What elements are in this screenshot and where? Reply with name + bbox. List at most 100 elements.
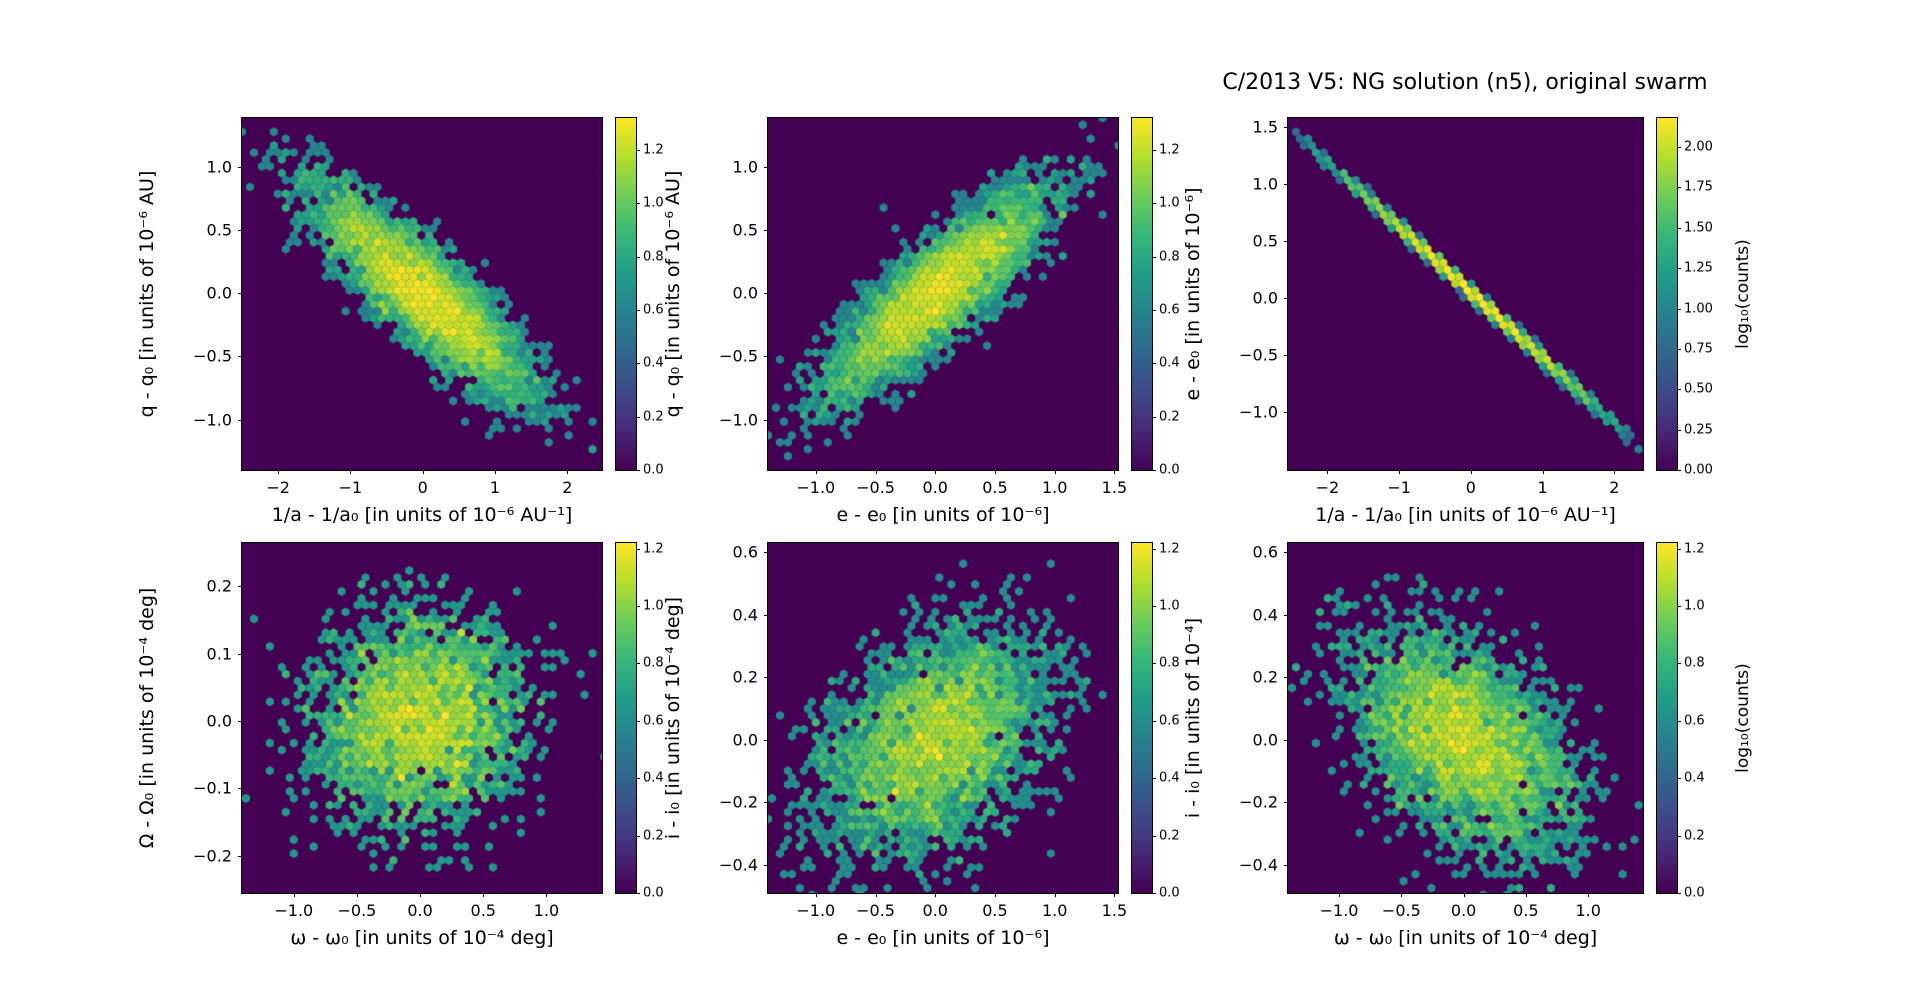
y-axis-label-i-vs-e: i - i₀ [in units of 10⁻⁴ deg] — [662, 596, 684, 840]
x-tick-label: 1.0 — [1575, 901, 1601, 920]
colorbar-tick-label: 0.2 — [1684, 828, 1705, 844]
x-tick — [422, 470, 424, 474]
colorbar-tick — [1152, 256, 1156, 258]
x-tick-label: −2 — [266, 478, 290, 497]
y-tick-label: 0.0 — [1252, 288, 1278, 308]
x-tick-label: 0.5 — [1513, 901, 1539, 920]
colorbar-tick-label: 1.25 — [1684, 260, 1713, 276]
x-tick-label: 0.0 — [922, 478, 948, 497]
hexbin-canvas-i-vs-e — [768, 543, 1118, 893]
colorbar-tick-label: 0.0 — [1159, 462, 1180, 478]
x-tick-label: 0.5 — [982, 478, 1008, 497]
colorbar-tick — [1152, 548, 1156, 550]
y-tick — [238, 419, 242, 421]
x-tick — [495, 470, 496, 474]
x-tick — [278, 470, 280, 474]
y-tick-label: −0.5 — [1239, 345, 1278, 365]
colorbar-tick-label: 0.50 — [1684, 381, 1713, 397]
colorbar-gradient-i-vs-e — [1132, 543, 1152, 893]
colorbar-tick — [636, 256, 640, 258]
x-tick — [1327, 470, 1329, 474]
colorbar-tick — [1677, 147, 1681, 149]
x-tick-label: −0.5 — [856, 478, 895, 497]
colorbar-tick — [636, 203, 640, 205]
colorbar-tick — [636, 470, 640, 471]
x-tick — [994, 470, 996, 474]
x-tick — [1054, 893, 1056, 897]
colorbar-tick-label: 0.0 — [1159, 885, 1180, 901]
y-tick-label: −1.0 — [1239, 402, 1278, 422]
x-tick-label: −2 — [1315, 478, 1340, 497]
x-tick — [935, 893, 937, 897]
y-tick — [764, 356, 768, 358]
y-tick — [238, 356, 242, 358]
y-tick — [764, 739, 768, 741]
colorbar-tick-label: 0.6 — [1684, 713, 1705, 729]
colorbar-tick — [1677, 893, 1681, 894]
colorbar-tick-label: 1.00 — [1684, 301, 1713, 317]
x-tick-label: 0.0 — [922, 901, 948, 920]
y-tick — [238, 653, 242, 655]
figure-title: C/2013 V5: NG solution (n5), original sw… — [1222, 70, 1708, 95]
colorbar-tick — [1152, 416, 1156, 418]
colorbar-tick — [636, 363, 640, 365]
x-tick — [567, 470, 569, 474]
x-tick-label: 1.5 — [1101, 901, 1128, 920]
colorbar-tick-label: 0.6 — [1159, 302, 1180, 318]
x-axis-label-e-vs-inva: 1/a - 1/a₀ [in units of 10⁻⁶ AU⁻¹] — [1315, 504, 1616, 526]
colorbar-tick-label: 0.4 — [1159, 770, 1180, 786]
colorbar-tick-label: 0.8 — [1159, 249, 1180, 265]
x-axis-label-i-vs-e: e - e₀ [in units of 10⁻⁶] — [836, 927, 1050, 949]
y-axis-label-i-vs-omega: i - i₀ [in units of 10⁻⁴] — [1182, 617, 1204, 819]
colorbar-tick — [1152, 778, 1156, 780]
y-tick — [1284, 184, 1288, 186]
colorbar-tick — [636, 416, 640, 418]
subplot-q-vs-inva — [241, 117, 603, 471]
y-tick — [1284, 552, 1288, 554]
x-tick-label: 1.5 — [1101, 478, 1128, 497]
y-tick — [764, 802, 768, 804]
y-tick — [764, 293, 768, 295]
x-tick-label: 2 — [562, 478, 573, 497]
y-tick — [238, 721, 242, 723]
hexbin-canvas-q-vs-inva — [242, 118, 602, 470]
x-tick — [875, 893, 877, 897]
y-tick-label: −0.4 — [1239, 855, 1278, 875]
hexbin-canvas-e-vs-inva — [1288, 118, 1643, 470]
colorbar-tick-label: 1.2 — [643, 541, 664, 557]
x-tick — [1614, 470, 1616, 474]
subplot-Omega-vs-omega — [241, 542, 603, 894]
colorbar-tick-label: 2.00 — [1684, 139, 1713, 155]
colorbar-tick — [1152, 203, 1156, 205]
x-tick — [356, 893, 358, 897]
y-tick-label: 0.0 — [1252, 730, 1278, 750]
y-tick — [764, 864, 768, 866]
x-tick-label: 1 — [1537, 478, 1548, 497]
x-tick-label: 2 — [1609, 478, 1620, 497]
x-tick-label: −0.5 — [856, 901, 895, 920]
colorbar-label-e-vs-inva: log₁₀(counts) — [1733, 239, 1753, 349]
colorbar-tick-label: 0.75 — [1684, 341, 1713, 357]
y-axis-label-q-vs-e: q - q₀ [in units of 10⁻⁶ AU] — [662, 170, 684, 418]
colorbar-tick-label: 0.6 — [1159, 713, 1180, 729]
y-tick — [1284, 354, 1288, 356]
x-tick — [483, 893, 485, 897]
x-tick — [350, 470, 352, 474]
x-axis-label-q-vs-inva: 1/a - 1/a₀ [in units of 10⁻⁶ AU⁻¹] — [271, 504, 573, 526]
y-tick — [764, 614, 768, 616]
y-tick — [238, 855, 242, 857]
y-tick — [1284, 614, 1288, 616]
colorbar-q-vs-inva — [615, 117, 637, 471]
x-tick — [875, 470, 877, 474]
colorbar-tick-label: 0.4 — [1159, 355, 1180, 371]
x-tick-label: −1 — [1387, 478, 1411, 497]
colorbar-tick — [1677, 606, 1681, 608]
colorbar-tick — [1677, 187, 1681, 189]
y-tick — [764, 419, 768, 421]
x-tick-label: −0.5 — [337, 901, 377, 920]
y-tick-label: 1.0 — [206, 157, 232, 177]
colorbar-tick-label: 1.0 — [643, 195, 664, 211]
x-tick-label: −1.0 — [274, 901, 314, 920]
x-tick — [1114, 470, 1116, 474]
